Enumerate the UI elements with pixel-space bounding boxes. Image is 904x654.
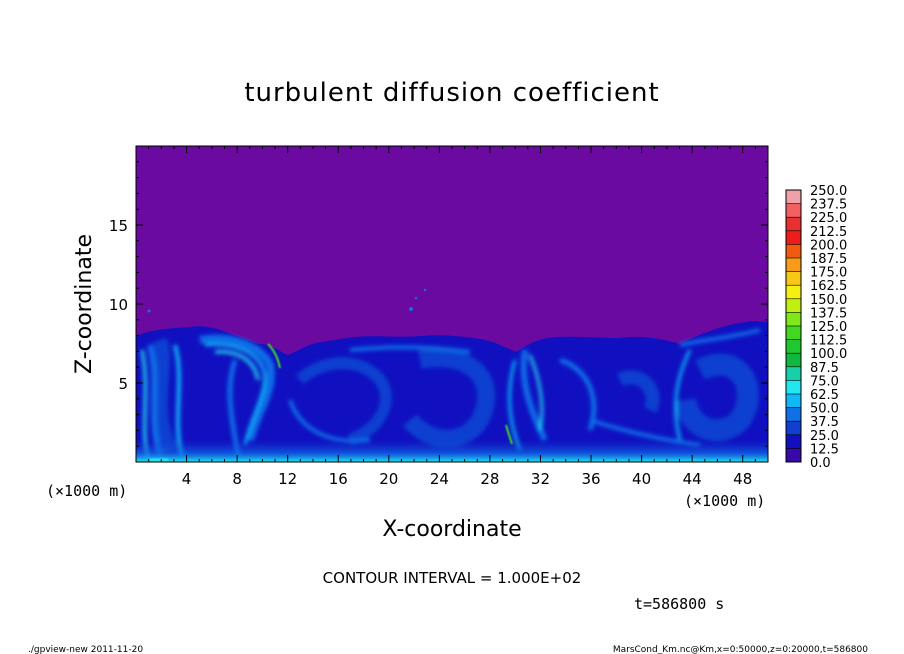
colorbar: 250.0237.5225.0212.5200.0187.5175.0162.5… [785, 184, 847, 471]
colorbar-swatch [786, 258, 801, 273]
x-tick-label: 40 [632, 470, 651, 488]
footer-left: ./gpview-new 2011-11-20 [28, 645, 143, 654]
colorbar-label: 62.5 [810, 388, 839, 403]
colorbar-label: 37.5 [810, 415, 839, 430]
colorbar-label: 162.5 [810, 279, 847, 294]
colorbar-label: 150.0 [810, 293, 847, 308]
x-axis-unit-left: (×1000 m) [46, 482, 127, 500]
x-tick-label: 4 [182, 470, 192, 488]
colorbar-swatch [786, 407, 801, 422]
colorbar-label: 75.0 [810, 374, 839, 389]
time-label: t=586800 s [634, 595, 724, 613]
colorbar-swatch [786, 366, 801, 381]
y-tick-label: 15 [109, 217, 128, 235]
colorbar-label: 175.0 [810, 266, 847, 281]
colorbar-label: 137.5 [810, 306, 847, 321]
y-axis-label: Z-coordinate [72, 234, 97, 374]
colorbar-label: 112.5 [810, 334, 847, 349]
colorbar-swatch [786, 230, 801, 245]
colorbar-label: 12.5 [810, 442, 839, 457]
heatmap-field [136, 146, 768, 462]
x-tick-label: 12 [278, 470, 297, 488]
x-tick-label: 36 [581, 470, 600, 488]
colorbar-label: 125.0 [810, 320, 847, 335]
colorbar-label: 212.5 [810, 225, 847, 240]
colorbar-swatch [786, 217, 801, 232]
x-tick-label: 24 [430, 470, 449, 488]
x-axis-label: X-coordinate [382, 517, 521, 542]
colorbar-swatch [786, 312, 801, 327]
y-tick-label: 5 [118, 375, 128, 393]
footer-right: MarsCond_Km.nc@Km,x=0:50000,z=0:20000,t=… [613, 645, 868, 654]
colorbar-swatch [786, 434, 801, 449]
colorbar-label: 25.0 [810, 429, 839, 444]
colorbar-swatch [786, 394, 801, 409]
x-tick-label: 20 [379, 470, 398, 488]
colorbar-swatch [786, 190, 801, 205]
chart-title: turbulent diffusion coefficient [244, 78, 659, 108]
x-tick-label: 48 [733, 470, 752, 488]
colorbar-swatch [786, 353, 801, 368]
colorbar-swatch [786, 380, 801, 395]
colorbar-swatch [786, 271, 801, 286]
colorbar-swatch [786, 203, 801, 218]
contour-interval: CONTOUR INTERVAL = 1.000E+02 [323, 569, 582, 587]
surface-layer [136, 440, 768, 462]
colorbar-swatch [786, 285, 801, 300]
x-tick-label: 44 [683, 470, 702, 488]
y-axis: 5 10 15 [109, 161, 768, 447]
x-tick-label: 28 [480, 470, 499, 488]
colorbar-label: 87.5 [810, 361, 839, 376]
colorbar-swatch [786, 339, 801, 354]
colorbar-label: 237.5 [810, 198, 847, 213]
colorbar-label: 50.0 [810, 402, 839, 417]
y-tick-label: 10 [109, 296, 128, 314]
colorbar-label: 200.0 [810, 238, 847, 253]
x-tick-label: 8 [232, 470, 242, 488]
x-tick-label: 32 [531, 470, 550, 488]
colorbar-label: 250.0 [810, 184, 847, 199]
colorbar-swatch [786, 244, 801, 259]
colorbar-label: 225.0 [810, 211, 847, 226]
x-tick-label: 16 [329, 470, 348, 488]
colorbar-swatch [786, 298, 801, 313]
colorbar-swatch [786, 448, 801, 463]
x-axis: 4 8 12 16 20 24 28 32 36 40 44 48 [148, 146, 756, 488]
colorbar-label: 100.0 [810, 347, 847, 362]
colorbar-label: 0.0 [810, 456, 831, 471]
x-axis-unit-right: (×1000 m) [684, 492, 765, 510]
colorbar-swatch [786, 326, 801, 341]
colorbar-swatch [786, 421, 801, 436]
colorbar-label: 187.5 [810, 252, 847, 267]
